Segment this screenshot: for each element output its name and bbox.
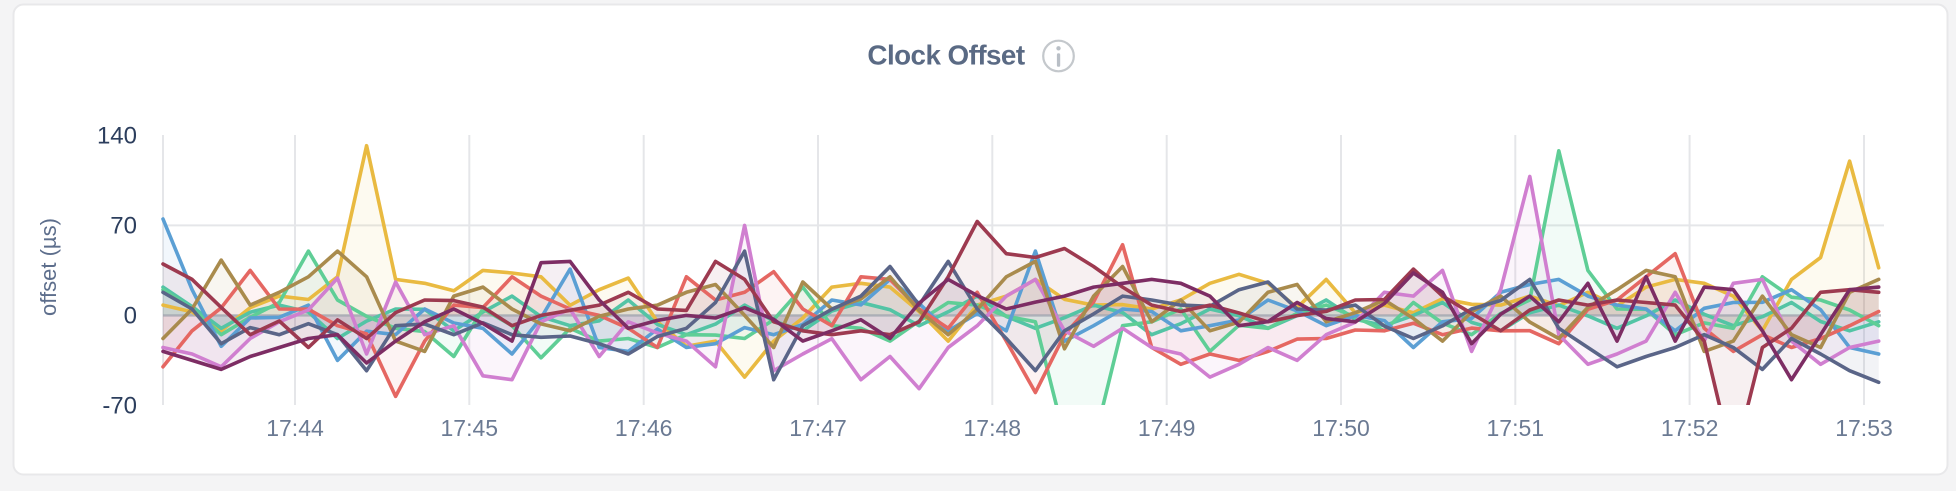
svg-text:17:48: 17:48 (964, 415, 1022, 441)
svg-text:140: 140 (97, 123, 137, 150)
svg-text:17:47: 17:47 (789, 415, 847, 441)
svg-text:17:50: 17:50 (1312, 415, 1370, 441)
svg-text:17:45: 17:45 (441, 415, 499, 441)
svg-text:17:44: 17:44 (266, 415, 324, 441)
svg-text:17:51: 17:51 (1487, 415, 1545, 441)
svg-text:17:49: 17:49 (1138, 415, 1196, 441)
svg-text:0: 0 (124, 303, 137, 330)
svg-text:17:46: 17:46 (615, 415, 673, 441)
svg-text:17:52: 17:52 (1661, 415, 1719, 441)
svg-text:-70: -70 (102, 393, 137, 420)
svg-text:Clock Offset: Clock Offset (867, 40, 1024, 71)
svg-text:70: 70 (110, 213, 137, 240)
svg-text:17:53: 17:53 (1835, 415, 1893, 441)
svg-text:offset (µs): offset (µs) (36, 218, 61, 316)
